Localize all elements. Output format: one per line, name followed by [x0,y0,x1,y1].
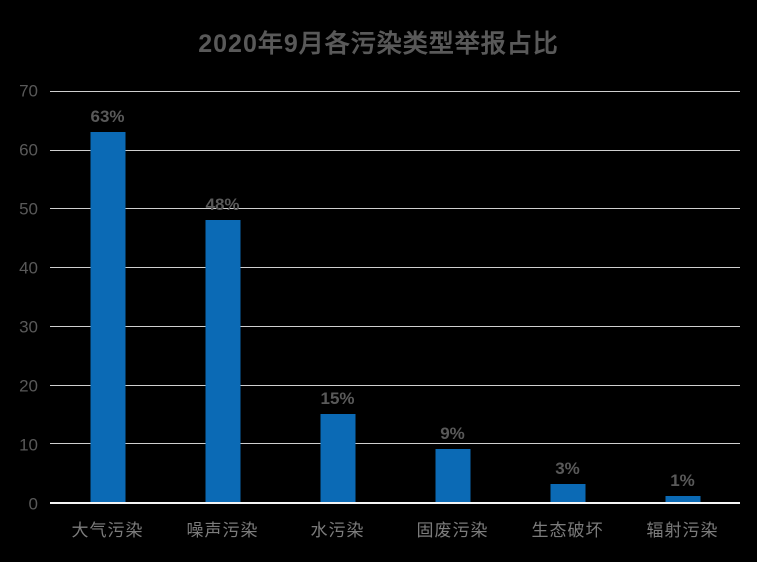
gridline [50,325,740,327]
bar [550,484,585,502]
bar [435,449,470,502]
gridline [50,208,740,210]
bars-row: 63% 48% 15% 9% 3% 1% [50,91,740,502]
x-axis: 大气污染 噪声污染 水污染 固废污染 生态破坏 辐射污染 [50,516,740,541]
bar [665,496,700,502]
y-tick-label: 50 [19,199,38,219]
y-tick-label: 10 [19,435,38,455]
bar [205,220,240,502]
x-category-label: 水污染 [310,521,365,540]
bar-cell: 1% [625,91,740,502]
bar-value-label: 15% [320,388,355,408]
chart-title: 2020年9月各污染类型举报占比 [198,30,559,58]
bar-cell: 15% [280,91,395,502]
y-tick-label: 20 [19,376,38,396]
y-tick-label: 70 [19,81,38,101]
bar-value-label: 48% [205,195,240,215]
gridline [50,267,740,269]
y-tick-label: 60 [19,140,38,160]
x-category-label: 大气污染 [71,521,144,540]
bar [90,132,125,502]
x-category-label: 辐射污染 [646,521,719,540]
bar-value-label: 3% [555,459,580,479]
gridline [50,443,740,445]
bar [320,413,355,502]
gridline [50,91,740,92]
bar-value-label: 9% [440,424,465,444]
x-category-label: 生态破坏 [531,521,604,540]
gridline [50,384,740,386]
x-category-label: 噪声污染 [186,521,259,540]
bar-value-label: 63% [90,107,125,127]
y-tick-label: 30 [19,317,38,337]
bar-cell: 63% [50,91,165,502]
x-category-label: 固废污染 [416,521,489,540]
bar-cell: 48% [165,91,280,502]
bar-cell: 9% [395,91,510,502]
bar-value-label: 1% [670,471,695,491]
bar-cell: 3% [510,91,625,502]
y-tick-label: 40 [19,258,38,278]
plot-area: 63% 48% 15% 9% 3% 1% [50,91,740,504]
gridline [50,149,740,151]
y-axis: 0 10 20 30 40 50 60 70 [0,83,44,513]
y-tick-label: 0 [28,494,38,514]
